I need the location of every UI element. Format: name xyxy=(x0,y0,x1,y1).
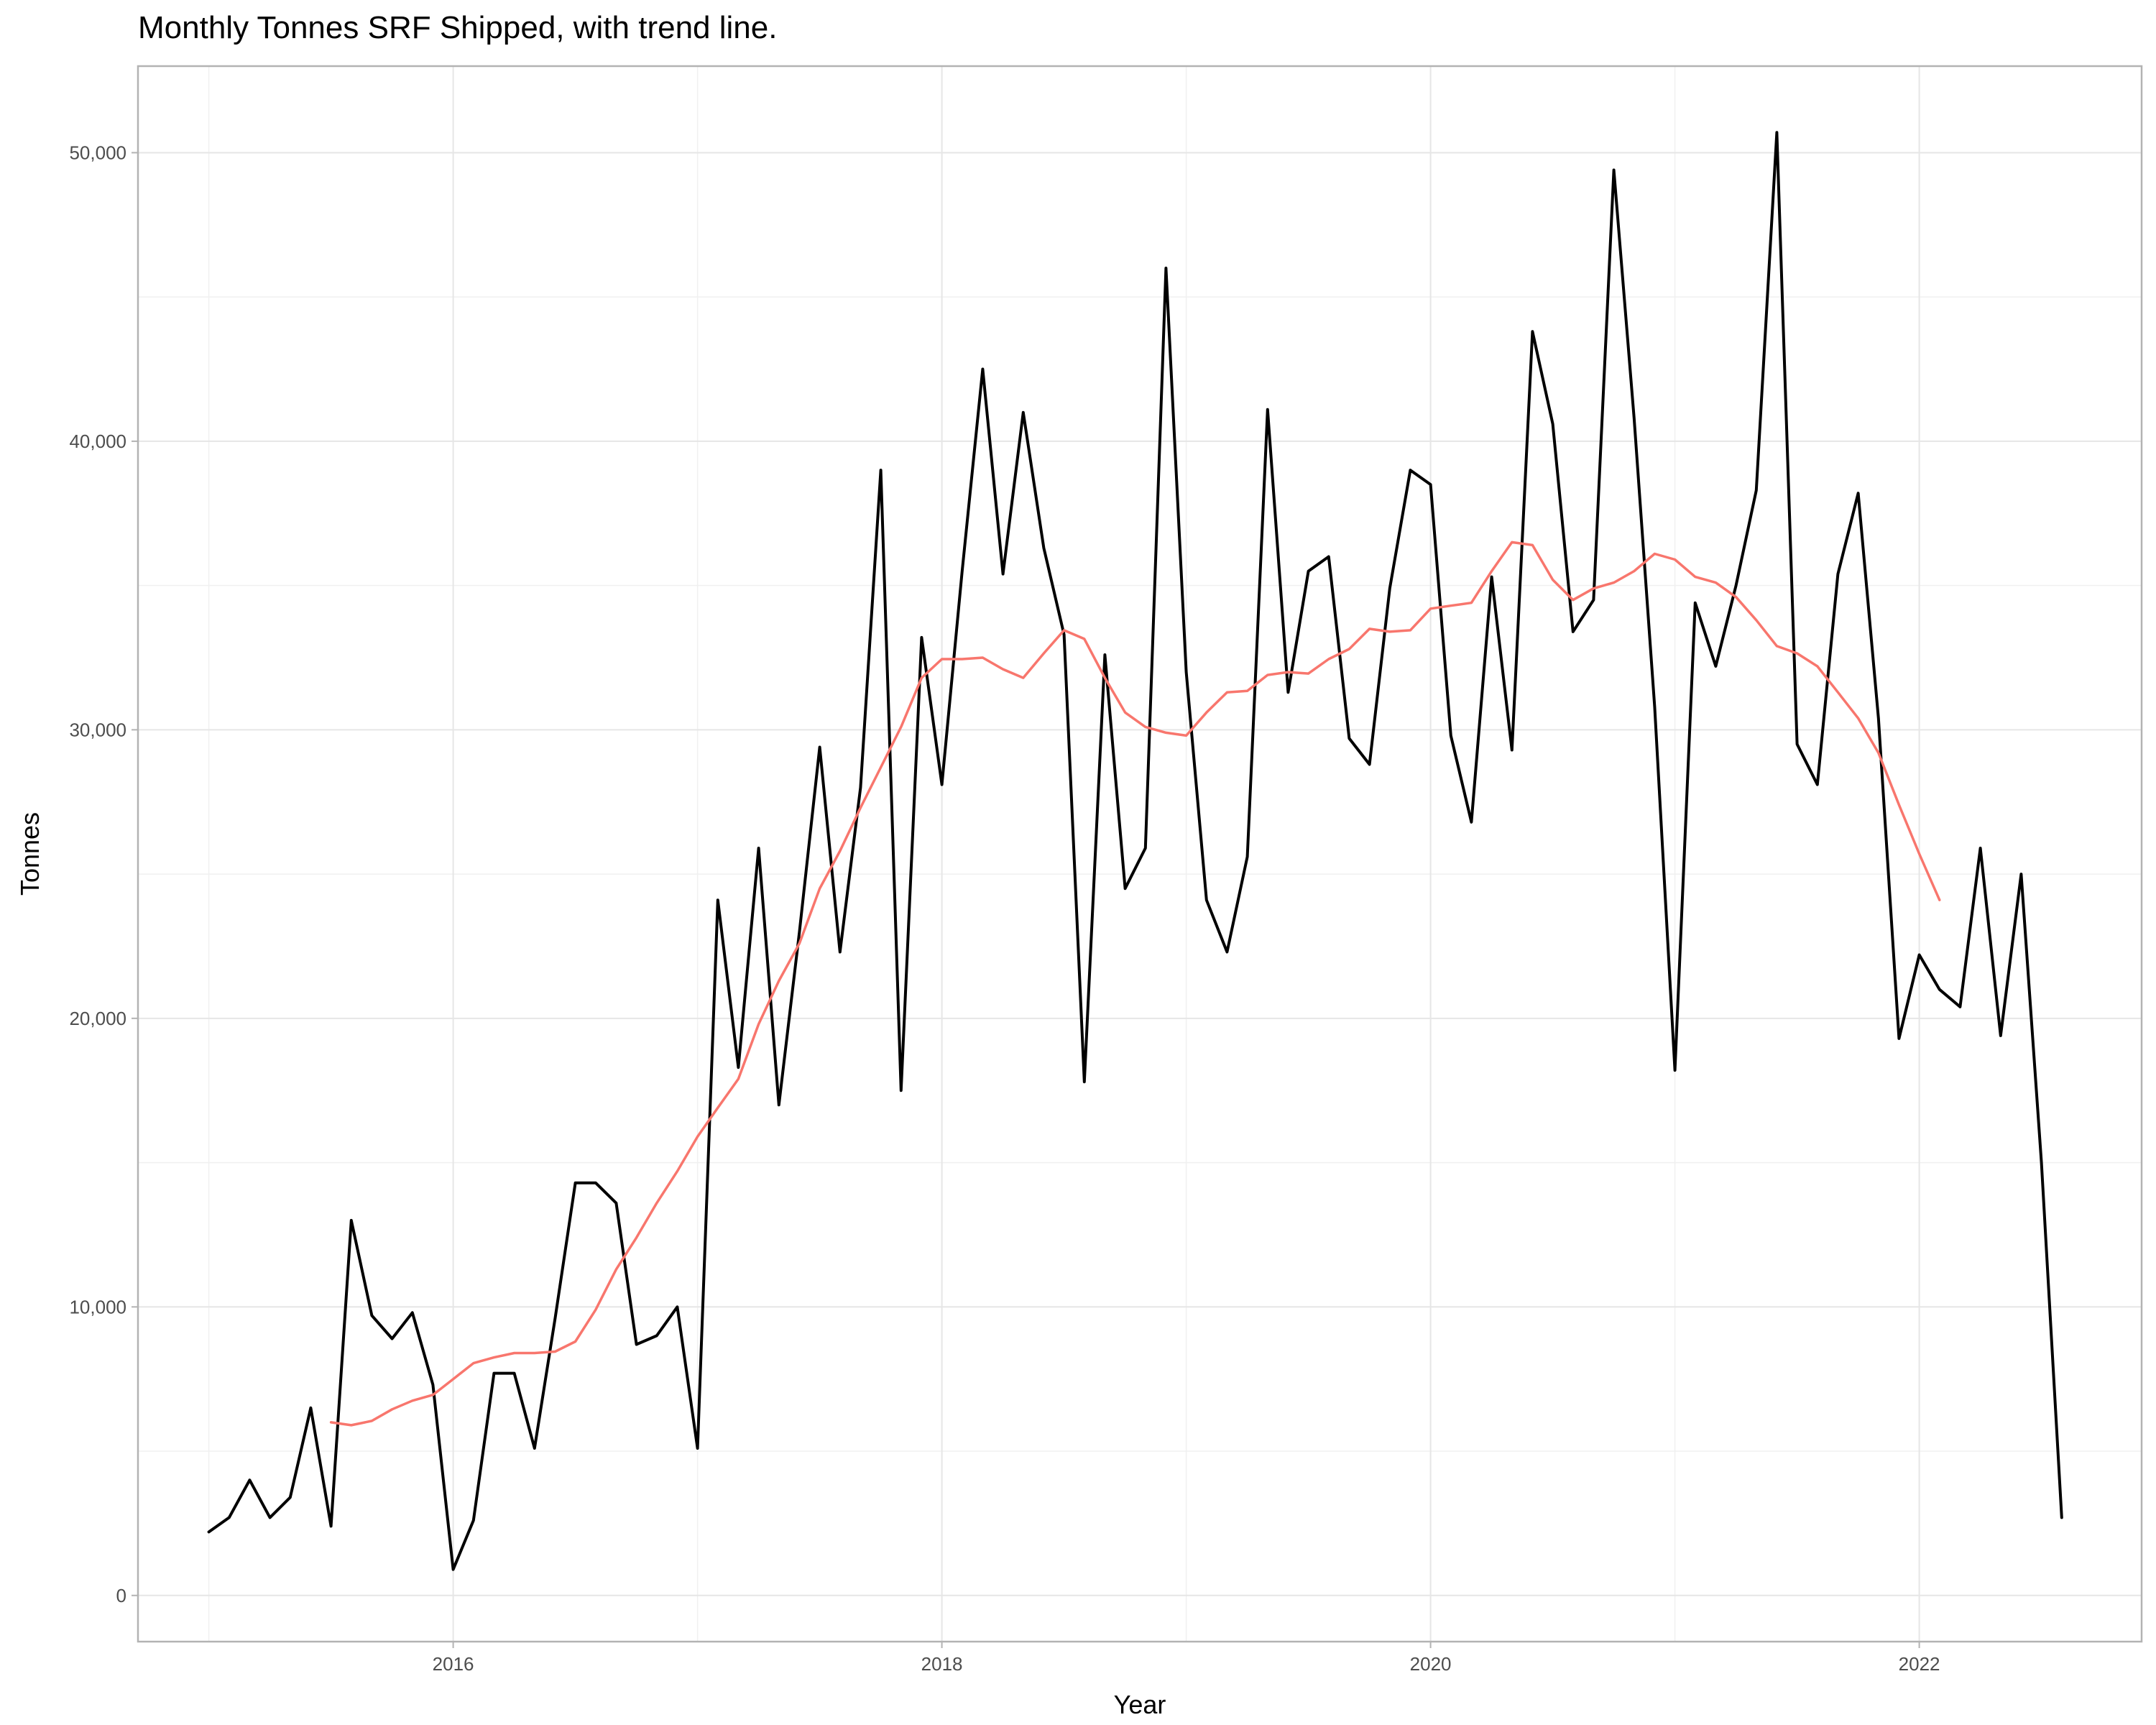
x-axis-title: Year xyxy=(1114,1690,1166,1719)
x-tick-label: 2020 xyxy=(1410,1653,1452,1675)
minor-gridlines xyxy=(138,66,2142,1642)
y-axis-title: Tonnes xyxy=(15,812,45,896)
y-tick-label: 40,000 xyxy=(69,431,126,452)
monthly-tonnes-line xyxy=(207,131,2063,1571)
y-tick-label: 0 xyxy=(116,1585,126,1606)
trend-line xyxy=(329,540,1941,1427)
y-tick-label: 20,000 xyxy=(69,1008,126,1029)
plot-panel xyxy=(138,66,2142,1642)
series-layer xyxy=(207,131,2063,1571)
y-tick-label: 30,000 xyxy=(69,719,126,740)
plot-border xyxy=(137,65,2143,1643)
y-tick-label: 10,000 xyxy=(69,1296,126,1317)
x-tick-label: 2016 xyxy=(433,1653,474,1675)
axis-ticks xyxy=(132,152,1920,1648)
y-tick-label: 50,000 xyxy=(69,142,126,163)
x-tick-label: 2022 xyxy=(1899,1653,1940,1675)
axis-tick-labels: 2016 2018 2020 2022 0 10,000 20,000 30,000 40,00… xyxy=(69,142,1940,1675)
x-tick-label: 2018 xyxy=(921,1653,963,1675)
chart-title: Monthly Tonnes SRF Shipped, with trend l… xyxy=(138,10,778,45)
